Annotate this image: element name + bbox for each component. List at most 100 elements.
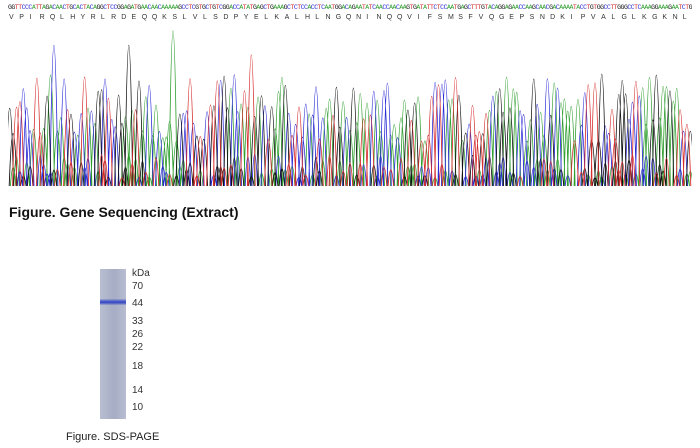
base-call: C bbox=[310, 4, 315, 11]
base-call: A bbox=[494, 4, 499, 11]
base-call: A bbox=[640, 4, 645, 11]
base-call: C bbox=[491, 4, 496, 11]
marker-label: 22 bbox=[132, 342, 144, 353]
amino-acid: L bbox=[631, 14, 636, 21]
trace-channel-C bbox=[16, 44, 688, 187]
amino-acid: P bbox=[19, 14, 24, 21]
amino-acid: Y bbox=[243, 14, 249, 21]
base-call: G bbox=[137, 4, 142, 11]
base-call: G bbox=[225, 4, 230, 11]
base-call: G bbox=[351, 4, 356, 11]
base-call: T bbox=[208, 4, 213, 11]
base-call: A bbox=[48, 4, 53, 11]
base-call: T bbox=[133, 4, 138, 11]
base-call: T bbox=[297, 4, 302, 11]
amino-acid: L bbox=[294, 14, 299, 21]
base-call: C bbox=[89, 4, 94, 11]
base-call: A bbox=[161, 4, 166, 11]
base-call: G bbox=[508, 4, 513, 11]
amino-acid: E bbox=[254, 14, 259, 21]
amino-acid: G bbox=[652, 14, 658, 21]
amino-acid: N bbox=[325, 14, 331, 21]
base-call: T bbox=[685, 4, 690, 11]
base-call: A bbox=[671, 4, 676, 11]
base-call: T bbox=[188, 4, 193, 11]
amino-acid: M bbox=[447, 14, 454, 21]
base-call: T bbox=[436, 4, 441, 11]
base-call: C bbox=[72, 4, 77, 11]
base-call: T bbox=[429, 4, 434, 11]
amino-acid: Q bbox=[386, 14, 393, 21]
base-call: G bbox=[620, 4, 625, 11]
marker-label: 44 bbox=[132, 298, 144, 309]
base-call: A bbox=[664, 4, 669, 11]
base-call: G bbox=[481, 4, 485, 11]
base-call: C bbox=[521, 4, 526, 11]
base-call: G bbox=[549, 4, 553, 11]
amino-acid: G bbox=[499, 14, 505, 21]
base-call: C bbox=[287, 4, 291, 11]
base-call: A bbox=[569, 4, 574, 11]
sds-page-lane bbox=[100, 269, 126, 419]
base-call: C bbox=[293, 4, 298, 11]
base-call: G bbox=[127, 4, 131, 11]
amino-acid: I bbox=[29, 14, 32, 21]
base-call: G bbox=[623, 4, 628, 11]
base-call: A bbox=[552, 4, 557, 11]
base-call: T bbox=[470, 4, 475, 11]
base-call: T bbox=[14, 4, 19, 11]
base-call: G bbox=[532, 4, 536, 11]
base-call: T bbox=[242, 4, 247, 11]
amino-acid: L bbox=[60, 14, 64, 21]
base-call: A bbox=[273, 4, 278, 11]
base-call: T bbox=[426, 4, 431, 11]
base-call: A bbox=[511, 4, 516, 11]
trace-channel-T bbox=[12, 54, 692, 187]
amino-acid: V bbox=[590, 14, 596, 21]
base-call: G bbox=[195, 4, 200, 11]
amino-acid: S bbox=[172, 14, 177, 21]
base-call: A bbox=[239, 4, 244, 11]
base-call: C bbox=[300, 4, 305, 11]
base-call: C bbox=[304, 4, 308, 11]
base-call: T bbox=[409, 4, 414, 11]
base-call: A bbox=[174, 4, 179, 11]
base-call: C bbox=[205, 4, 210, 11]
base-call: C bbox=[443, 4, 448, 11]
base-call: C bbox=[181, 4, 186, 11]
base-call: G bbox=[651, 4, 656, 11]
base-call: A bbox=[167, 4, 172, 11]
base-call: A bbox=[358, 4, 363, 11]
base-call: A bbox=[525, 4, 530, 11]
base-call: T bbox=[198, 4, 203, 11]
base-call: G bbox=[589, 4, 594, 11]
base-call: T bbox=[38, 4, 43, 11]
base-call: C bbox=[52, 4, 57, 11]
base-call: A bbox=[246, 4, 251, 11]
amino-acid: V bbox=[9, 14, 14, 21]
base-call: T bbox=[290, 4, 295, 11]
base-call: C bbox=[606, 4, 611, 11]
base-call: A bbox=[327, 4, 332, 11]
base-call: G bbox=[8, 4, 12, 11]
amino-acid: I bbox=[570, 14, 573, 21]
trace-channel-G bbox=[8, 44, 692, 187]
base-call: T bbox=[586, 4, 591, 11]
marker-label: 18 bbox=[132, 361, 144, 372]
base-call: A bbox=[144, 4, 149, 11]
base-call: A bbox=[542, 4, 547, 11]
amino-acid: I bbox=[417, 14, 420, 21]
base-call: A bbox=[55, 4, 60, 11]
amino-acid: L bbox=[100, 14, 105, 21]
base-call: G bbox=[259, 4, 264, 11]
base-call: G bbox=[99, 4, 104, 11]
amino-acid: L bbox=[182, 14, 187, 21]
base-call: C bbox=[344, 4, 349, 11]
base-call: A bbox=[276, 4, 281, 11]
amino-acid: A bbox=[284, 14, 290, 21]
base-call: G bbox=[406, 4, 411, 11]
base-call: A bbox=[280, 4, 285, 11]
base-call: A bbox=[130, 4, 135, 11]
base-call: C bbox=[103, 4, 108, 11]
